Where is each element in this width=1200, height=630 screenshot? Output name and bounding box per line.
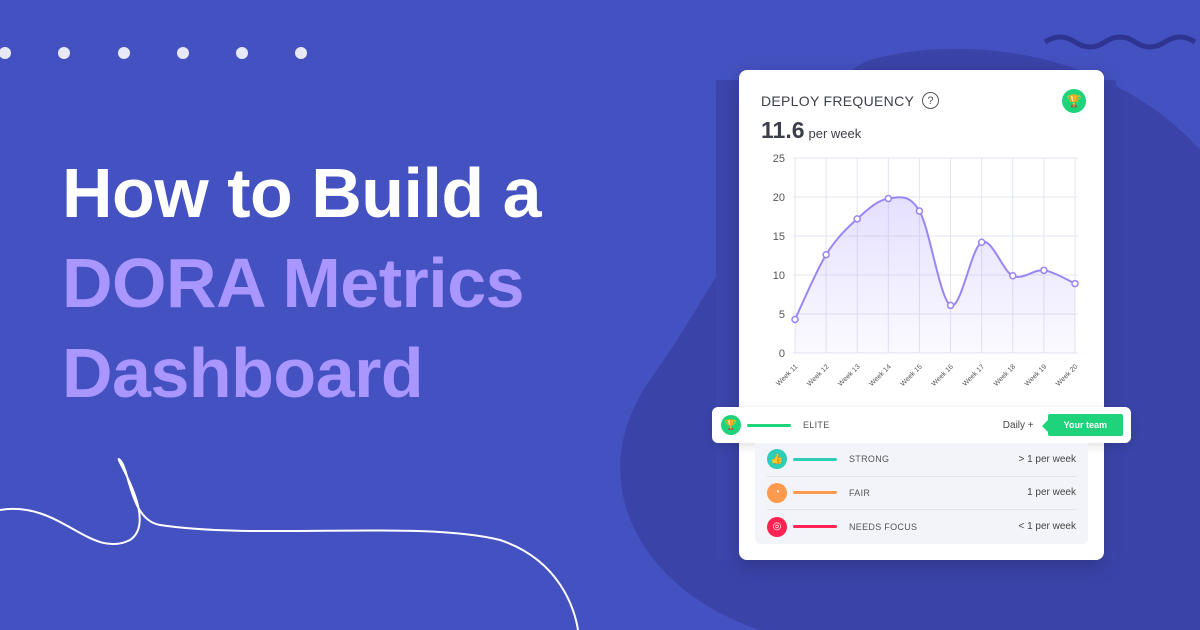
metric-number: 11.6 <box>761 117 805 143</box>
tier-fair: ◔ FAIR 1 per week <box>767 477 1076 510</box>
headline-line1: How to Build a <box>62 154 542 232</box>
y-tick-label: 25 <box>773 153 785 165</box>
y-tick-label: 20 <box>773 192 785 204</box>
x-tick-label: Week 15 <box>899 363 923 387</box>
tier-needs-focus: ◎ NEEDS FOCUS < 1 per week <box>767 510 1076 544</box>
data-point <box>791 315 799 324</box>
data-point <box>1071 279 1079 288</box>
y-tick-label: 5 <box>779 309 785 321</box>
tier-list: 👍 STRONG > 1 per week ◔ FAIR 1 per week … <box>755 443 1088 544</box>
tier-elite: 🏆 ELITE Daily + Your team <box>712 407 1131 443</box>
series-line <box>794 196 1076 320</box>
tier-bar <box>793 491 837 495</box>
y-tick-label: 15 <box>773 231 785 243</box>
x-tick-label: Week 18 <box>993 363 1017 387</box>
metric-value: 11.6 per week <box>761 117 861 144</box>
trophy-icon: 🏆 <box>1062 89 1086 113</box>
your-team-badge: Your team <box>1041 414 1123 436</box>
target-icon: ◎ <box>767 516 787 537</box>
thumbs-up-icon: 👍 <box>767 449 787 470</box>
tier-strong: 👍 STRONG > 1 per week <box>767 443 1076 477</box>
tier-bar <box>747 423 791 427</box>
tier-bar <box>793 457 837 461</box>
data-point <box>822 250 830 259</box>
data-point <box>853 215 861 223</box>
data-point <box>946 301 955 310</box>
headline-line2: DORA Metrics <box>62 244 525 322</box>
data-point <box>1009 272 1017 280</box>
tier-value: < 1 per week <box>1018 521 1076 533</box>
tier-value: > 1 per week <box>1018 453 1076 465</box>
x-tick-label: Week 16 <box>931 363 955 387</box>
data-point <box>1040 266 1048 275</box>
card-title: DEPLOY FREQUENCY ? <box>761 92 940 109</box>
x-tick-label: Week 14 <box>868 363 892 387</box>
metric-unit: per week <box>808 126 862 141</box>
x-tick-label: Week 12 <box>806 363 830 387</box>
headline-line3: Dashboard <box>62 334 424 412</box>
gauge-icon: ◔ <box>767 482 787 503</box>
y-tick-label: 10 <box>773 270 785 282</box>
area-fill <box>795 197 1075 353</box>
trophy-icon: 🏆 <box>721 415 741 435</box>
data-point <box>977 238 986 246</box>
tier-value: 1 per week <box>1027 487 1076 499</box>
x-tick-label: Week 20 <box>1055 363 1079 387</box>
y-tick-label: 0 <box>779 348 785 360</box>
x-tick-label: Week 13 <box>837 363 861 387</box>
tier-bar <box>793 525 837 529</box>
card-title-text: DEPLOY FREQUENCY <box>761 92 915 109</box>
tier-label: ELITE <box>803 420 830 430</box>
tier-value: Daily + <box>1002 419 1034 431</box>
tier-label: NEEDS FOCUS <box>849 521 918 532</box>
data-point <box>884 194 893 203</box>
question-circle-icon[interactable]: ? <box>922 92 940 109</box>
x-tick-label: Week 19 <box>1024 363 1048 387</box>
x-tick-label: Week 11 <box>775 363 799 387</box>
data-point <box>915 207 924 215</box>
headline: How to Build a DORA Metrics Dashboard <box>62 148 542 418</box>
x-tick-label: Week 17 <box>962 363 986 387</box>
tier-label: STRONG <box>849 454 890 465</box>
tier-label: FAIR <box>849 487 871 498</box>
